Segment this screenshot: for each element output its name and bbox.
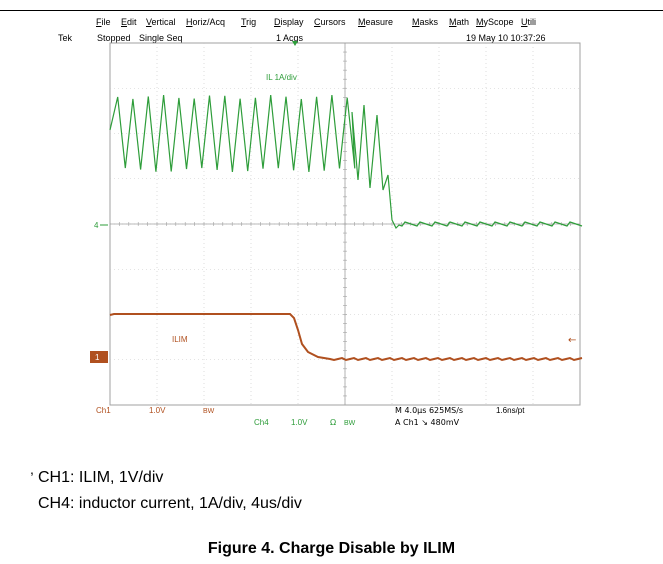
ch4-readout-ohm: Ω bbox=[330, 418, 336, 427]
resolution-readout: 1.6ns/pt bbox=[496, 406, 525, 415]
caption-comma: , bbox=[30, 461, 34, 477]
caption-line-ch4: CH4: inductor current, 1A/div, 4us/div bbox=[38, 495, 302, 512]
menu-item-masks[interactable]: Masks bbox=[412, 17, 439, 27]
menu-item-measure[interactable]: Measure bbox=[358, 17, 394, 27]
trigger-level-arrow: ← bbox=[568, 335, 576, 346]
timebase-readout: M 4.0μs 625MS/s bbox=[395, 406, 463, 415]
ch1-waveform bbox=[109, 313, 583, 362]
ch4-readout-scale: 1.0V bbox=[291, 418, 308, 427]
brand-label: Tek bbox=[58, 33, 73, 43]
acquisition-state: Stopped bbox=[97, 33, 131, 43]
menu-item-display[interactable]: Display bbox=[274, 17, 304, 27]
top-border-line bbox=[0, 10, 663, 11]
ch1-readout-name: Ch1 bbox=[96, 406, 111, 415]
menu-item-math[interactable]: Math bbox=[449, 17, 470, 27]
menu-item-vertical[interactable]: Vertical bbox=[146, 17, 176, 27]
ch4-ground-marker: 4 bbox=[94, 221, 99, 230]
date-time: 19 May 10 10:37:26 bbox=[466, 33, 546, 43]
menu-item-utili[interactable]: Utili bbox=[521, 17, 536, 27]
ch4-readout-name: Ch4 bbox=[254, 418, 269, 427]
caption-line-ch1: CH1: ILIM, 1V/div bbox=[38, 469, 164, 486]
ch1-ground-marker: 1 bbox=[95, 353, 100, 362]
menu-item-myscope[interactable]: MyScope bbox=[476, 17, 514, 27]
menu-item-edit[interactable]: Edit bbox=[121, 17, 137, 27]
menu-item-horiz-acq[interactable]: Horiz/Acq bbox=[186, 17, 226, 27]
ch4-waveform bbox=[109, 95, 583, 230]
graticule bbox=[109, 42, 581, 406]
trigger-readout: A Ch1 ↘ 480mV bbox=[395, 418, 460, 427]
acquisition-mode: Single Seq bbox=[139, 33, 183, 43]
ch4-readout-bandwidth: BW bbox=[344, 420, 356, 427]
menu-item-file[interactable]: File bbox=[96, 17, 111, 27]
trigger-position-marker bbox=[292, 41, 298, 46]
ch1-readout-scale: 1.0V bbox=[149, 406, 166, 415]
menu-item-cursors[interactable]: Cursors bbox=[314, 17, 346, 27]
ch4-trace-label: IL 1A/div bbox=[266, 73, 297, 82]
menu-item-trig[interactable]: Trig bbox=[241, 17, 257, 27]
ch1-readout-bandwidth: BW bbox=[203, 408, 215, 415]
figure-caption: Figure 4. Charge Disable by ILIM bbox=[207, 540, 456, 557]
ch1-trace-label: ILIM bbox=[172, 335, 188, 344]
acquisition-count: 1 Acqs bbox=[276, 33, 304, 43]
ch1-ground-marker-box bbox=[90, 351, 108, 363]
oscilloscope-display: IL 1A/div ILIM 4 1 ← Ch1 1.0V BW Ch4 1.0… bbox=[90, 41, 583, 427]
